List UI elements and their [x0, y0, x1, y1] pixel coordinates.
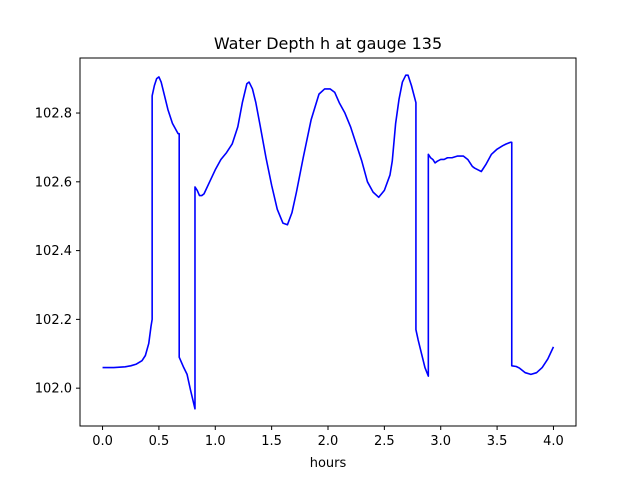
x-tick-label: 1.0	[205, 434, 226, 449]
series-layer	[102, 74, 555, 410]
y-tick-label: 102.6	[35, 175, 72, 190]
y-tick-label: 102.4	[35, 244, 72, 259]
x-tick-label: 4.0	[543, 434, 564, 449]
y-tick-label: 102.0	[35, 382, 72, 397]
x-tick-label: 0.5	[149, 434, 170, 449]
x-tick-label: 0.0	[92, 434, 113, 449]
y-axis: 102.0 102.2 102.4 102.6 102.8	[35, 107, 80, 397]
x-tick-label: 2.0	[318, 434, 339, 449]
x-axis: 0.0 0.5 1.0 1.5 2.0 2.5 3.0 3.5 4.0	[92, 426, 564, 449]
x-tick-label: 1.5	[261, 434, 282, 449]
x-axis-label: hours	[310, 456, 347, 471]
y-tick-label: 102.8	[35, 107, 72, 122]
y-tick-label: 102.2	[35, 313, 72, 328]
x-tick-label: 3.5	[487, 434, 508, 449]
plot-area	[80, 58, 576, 426]
chart-title: Water Depth h at gauge 135	[214, 34, 442, 53]
series-line-0	[102, 74, 555, 410]
x-tick-label: 3.0	[430, 434, 451, 449]
x-tick-label: 2.5	[374, 434, 395, 449]
